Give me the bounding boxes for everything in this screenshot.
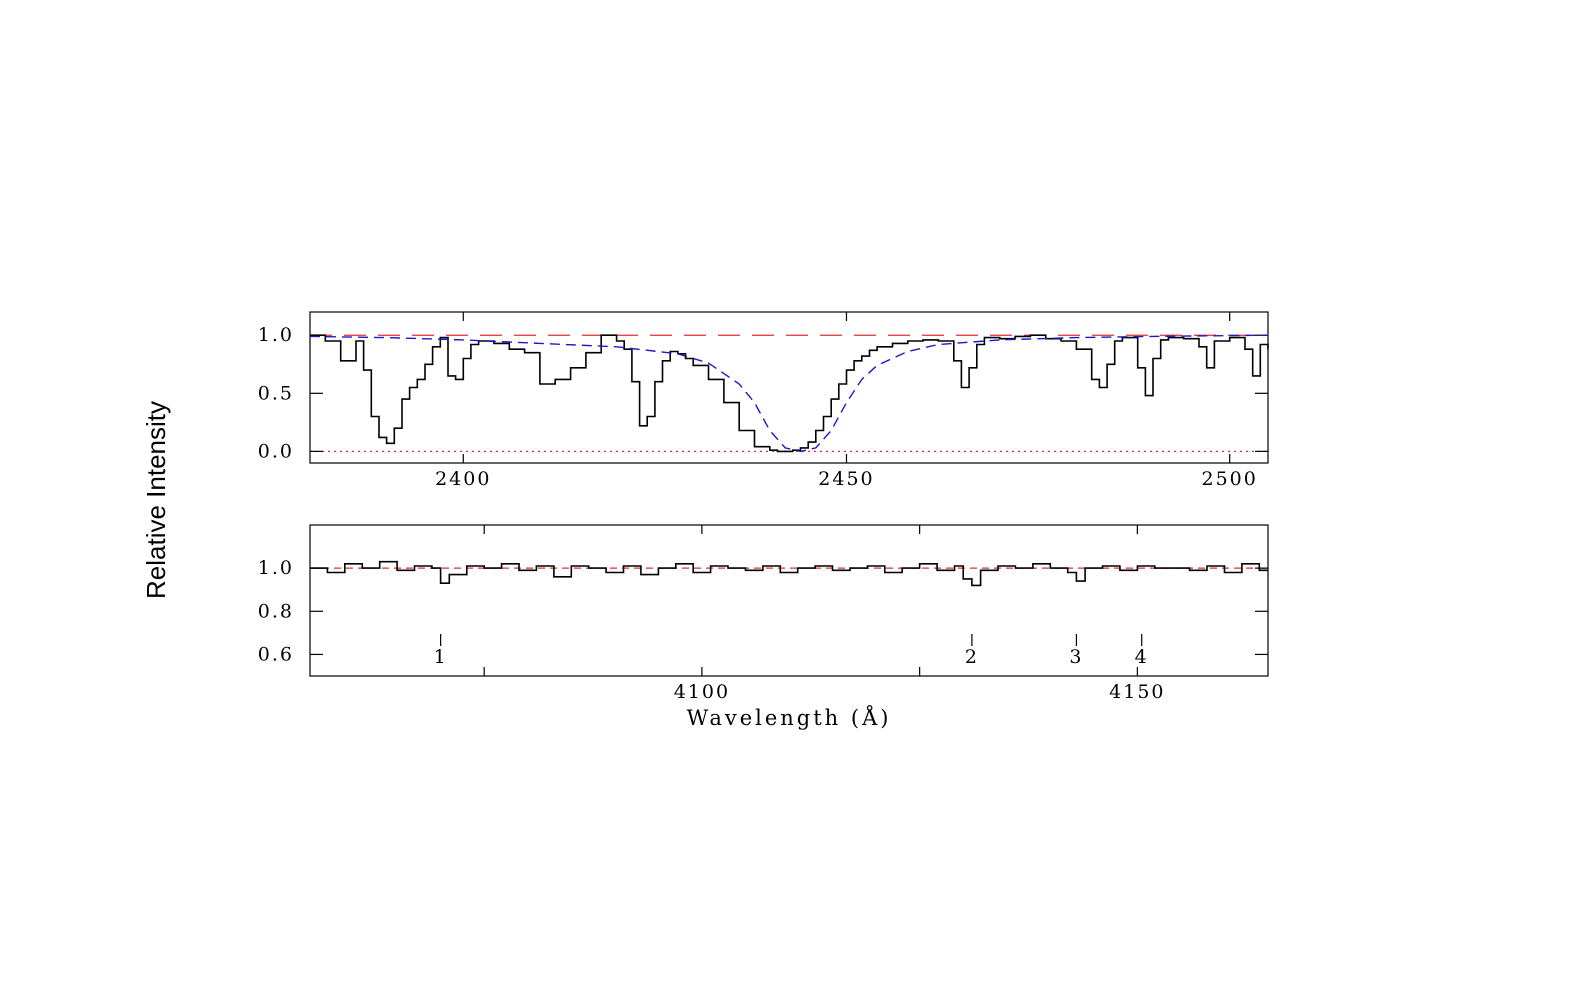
y-tick-label: 0.5 [258,382,294,404]
panel-top: 2400 2450 2500 0.0 0.5 1.0 [258,311,1269,490]
x-axis-label: Wavelength (Å) [687,705,892,730]
plot-frame [309,524,1269,677]
y-tick-label: 0.0 [258,440,294,462]
y-tick-label: 1.0 [258,324,294,346]
x-tick-label: 2450 [818,468,874,490]
x-tick-label: 2500 [1202,468,1258,490]
spectrum-trace [310,334,1269,453]
y-tick-label: 0.6 [258,643,294,665]
line-marker-label: 1 [434,646,448,668]
x-tick-label: 4100 [674,681,730,703]
y-axis-label: Relative Intensity [141,401,171,599]
x-tick-label: 4150 [1109,681,1165,703]
y-tick-label: 1.0 [258,557,294,579]
panel-bottom: 4100 4150 0.6 0.8 1.0 1 2 3 4 [258,524,1269,703]
x-tick-label: 2400 [435,468,491,490]
y-tick-label: 0.8 [258,600,294,622]
spectrum-trace [310,560,1268,587]
plot-frame [309,311,1269,464]
line-marker-label: 2 [965,646,979,668]
line-marker-label: 3 [1069,646,1083,668]
fit-curve [309,334,1269,453]
line-marker-label: 4 [1135,646,1149,668]
